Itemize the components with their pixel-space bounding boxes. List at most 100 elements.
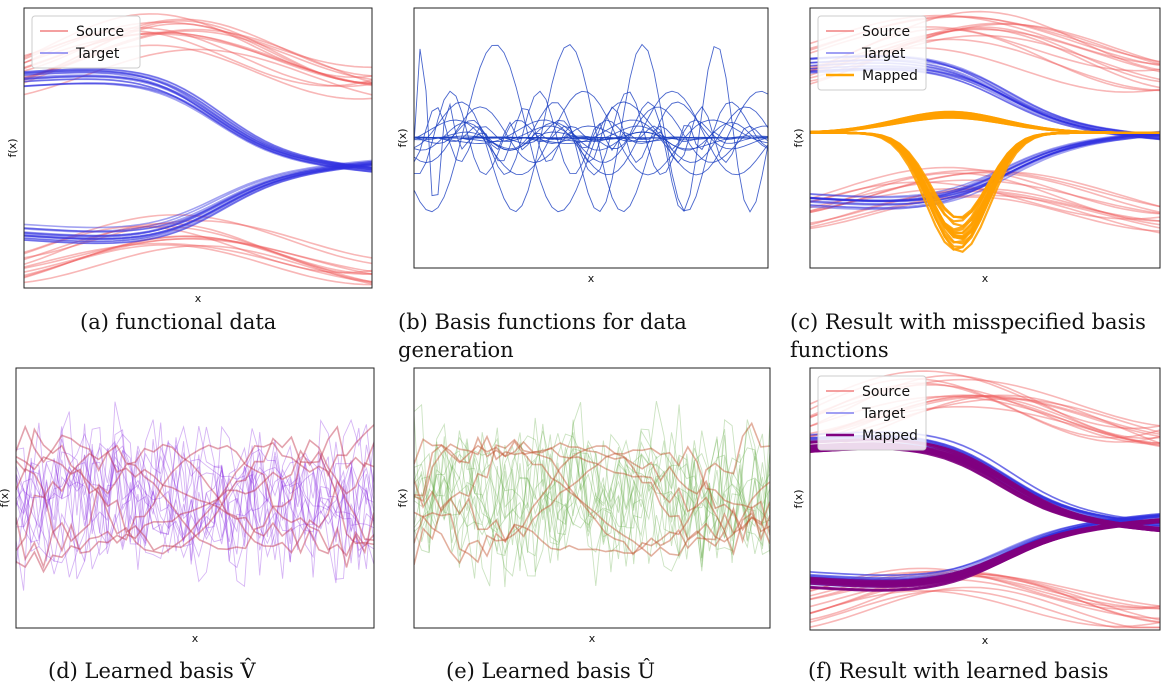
series-line-target-3-8 <box>24 160 372 233</box>
legend-label-target: Target <box>861 46 906 62</box>
series-line-target-3-2 <box>810 131 1160 202</box>
series-line-target-2-6 <box>810 438 1160 525</box>
series-line-target-2-7 <box>24 70 372 169</box>
y-axis-label: f(x) <box>0 489 11 508</box>
series-line-target-2-14 <box>24 69 372 169</box>
series-line-source-1-11 <box>24 219 372 259</box>
series-line-source-1-7 <box>810 572 1160 624</box>
series-line-target-2-9 <box>24 68 372 169</box>
series-line-source-1-10 <box>24 235 372 285</box>
series-line-target-3-0 <box>810 131 1160 201</box>
legend <box>31 15 141 69</box>
series-line-target-3-15 <box>24 159 372 229</box>
series-line-target-3-11 <box>810 133 1160 206</box>
series-line-source-1-4 <box>810 590 1160 628</box>
series-line-target-3-2 <box>24 163 372 240</box>
series-line-target-2-13 <box>24 82 372 173</box>
series-line-target-2-15 <box>24 74 372 170</box>
series-line-basis-1-4 <box>414 445 770 564</box>
chart-a: x f(x) Source Target <box>6 7 373 305</box>
series-line-source-1-4 <box>24 225 372 275</box>
series-line-source-1-8 <box>24 242 372 284</box>
series-line-mapped-5-17 <box>810 131 1160 240</box>
series-line-target-3-4 <box>810 133 1160 206</box>
series-line-basis-0-0 <box>16 458 374 550</box>
series-line-basis-1-1 <box>16 424 374 574</box>
series-line-basis-0-2 <box>16 448 374 554</box>
series-line-source-1-7 <box>24 222 372 275</box>
series-line-basis-0-11 <box>414 401 770 586</box>
series-line-source-1-9 <box>810 169 1160 208</box>
y-axis-label: f(x) <box>396 129 409 148</box>
series-line-source-1-5 <box>24 244 372 286</box>
chart-b: x f(x) <box>396 7 769 285</box>
series-line-target-3-7 <box>24 162 372 237</box>
series-line-basis-0-0 <box>414 403 770 577</box>
y-axis-label: f(x) <box>396 489 409 508</box>
caption-e: (e) Learned basis Û <box>446 659 656 683</box>
series-line-basis-0-5 <box>414 419 770 559</box>
series-line-target-3-14 <box>810 132 1160 202</box>
legend <box>817 15 927 91</box>
series-line-basis-1-2 <box>16 441 374 555</box>
series-line-basis-0-17 <box>414 90 768 176</box>
series-line-basis-1-6 <box>414 421 770 565</box>
x-axis-label: x <box>588 272 595 285</box>
series-line-basis-1-0 <box>16 424 374 568</box>
legend-label-mapped: Mapped <box>862 428 918 444</box>
legend-label-target: Target <box>861 406 906 422</box>
series-line-basis-1-2 <box>414 434 770 557</box>
series-line-basis-0-12 <box>16 411 374 580</box>
plot-frame <box>15 367 375 629</box>
x-axis-label: x <box>589 632 596 645</box>
series-line-source-1-1 <box>810 567 1160 611</box>
series-line-source-1-9 <box>24 244 372 284</box>
series-line-basis-0-6 <box>414 447 770 560</box>
legend-label-target: Target <box>75 46 120 62</box>
series-line-target-3-7 <box>810 132 1160 202</box>
caption-a: (a) functional data <box>80 310 277 334</box>
series-line-basis-1-5 <box>16 427 374 552</box>
series-line-target-3-13 <box>24 162 372 237</box>
series-line-basis-0-7 <box>16 418 374 570</box>
series-line-target-3-3 <box>24 164 372 245</box>
series-line-basis-0-16 <box>414 106 768 163</box>
legend <box>817 375 927 451</box>
series-line-basis-0-10 <box>414 44 768 213</box>
series-line-target-3-5 <box>24 162 372 238</box>
series-line-basis-0-3 <box>16 440 374 559</box>
series-line-basis-0-15 <box>414 43 768 213</box>
plot-frame <box>23 7 373 289</box>
series-line-basis-0-10 <box>16 432 374 552</box>
series-line-target-3-15 <box>810 133 1160 205</box>
series-line-target-3-12 <box>24 164 372 244</box>
caption-d: (d) Learned basis V̂ <box>48 659 256 683</box>
x-axis-label: x <box>192 632 199 645</box>
x-axis-label: x <box>982 634 989 647</box>
series-line-source-1-0 <box>810 575 1160 621</box>
series-line-basis-1-4 <box>16 443 374 570</box>
series-line-basis-0-2 <box>414 417 770 579</box>
plot-frame <box>809 367 1161 631</box>
series-line-source-1-3 <box>810 589 1160 629</box>
series-line-mapped-5-13 <box>810 519 1160 586</box>
series-line-basis-0-13 <box>414 402 770 588</box>
series-line-basis-0-4 <box>414 433 770 568</box>
series-line-basis-0-6 <box>16 418 374 570</box>
series-line-source-0-9 <box>24 48 372 96</box>
series-line-target-3-5 <box>810 130 1160 198</box>
series-line-target-2-3 <box>24 76 372 171</box>
series-line-target-2-10 <box>24 78 372 172</box>
caption-b: (b) Basis functions for data generation <box>398 310 687 362</box>
series-line-target-3-12 <box>810 134 1160 209</box>
legend-label-source: Source <box>862 384 910 400</box>
series-line-basis-1-1 <box>414 445 770 565</box>
series-line-target-3-13 <box>810 132 1160 202</box>
series-line-source-1-8 <box>810 586 1160 629</box>
series-line-basis-0-1 <box>16 449 374 544</box>
series-line-target-2-3 <box>810 442 1160 527</box>
series-line-source-1-9 <box>810 571 1160 610</box>
series-line-basis-0-9 <box>414 438 770 564</box>
